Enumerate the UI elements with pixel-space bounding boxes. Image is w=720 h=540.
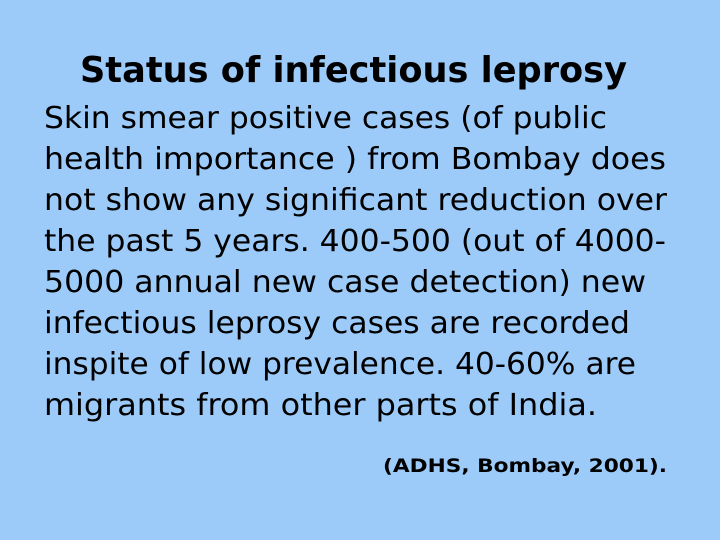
slide-title: Status of infectious leprosy [80,50,627,91]
body-line: the past 5 years. 400-500 (out of 4000- [44,224,666,259]
body-line: health importance ) from Bombay does [44,142,666,177]
body-line: migrants from other parts of India. [44,388,597,423]
body-line: infectious leprosy cases are recorded [44,306,630,341]
body-line: Skin smear positive cases (of public [44,101,607,136]
body-line: not show any significant reduction over [44,183,668,218]
body-line: 5000 annual new case detection) new [44,265,646,300]
slide-body: Skin smear positive cases (of public heal… [44,101,668,423]
citation: (ADHS, Bombay, 2001). [383,455,667,477]
body-line: inspite of low prevalence. 40-60% are [44,347,636,382]
